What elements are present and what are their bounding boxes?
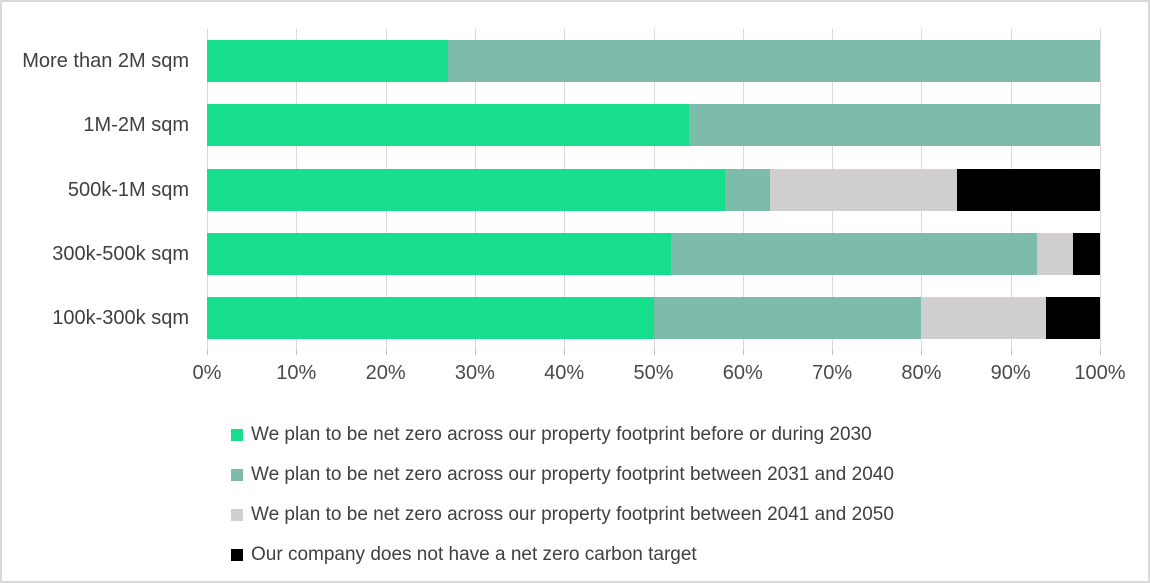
bar-segment	[448, 40, 1100, 83]
legend-item: We plan to be net zero across our proper…	[231, 455, 894, 495]
bar-segment	[653, 296, 922, 339]
bar-row	[207, 296, 1100, 339]
legend-swatch-icon	[231, 509, 243, 521]
axis-tick-mark	[1010, 350, 1012, 355]
legend-swatch-icon	[231, 469, 243, 481]
legend-swatch-icon	[231, 429, 243, 441]
category-label: More than 2M sqm	[22, 50, 189, 73]
bar-segment	[207, 296, 654, 339]
bar-row	[207, 40, 1100, 83]
bar-segment	[1073, 232, 1100, 275]
bar-segment	[1046, 296, 1100, 339]
legend-label: We plan to be net zero across our proper…	[251, 504, 894, 525]
axis-tick-mark	[564, 350, 566, 355]
bar-segment	[207, 232, 672, 275]
axis-tick-mark	[1100, 350, 1101, 355]
axis-tick-mark	[832, 350, 834, 355]
x-axis-tick-label: 70%	[812, 362, 853, 384]
bar-segment	[724, 168, 770, 211]
category-label: 100k-300k sqm	[52, 306, 189, 329]
legend-label: We plan to be net zero across our proper…	[251, 464, 894, 485]
x-axis-tick-label: 90%	[990, 362, 1031, 384]
gridline	[1100, 29, 1101, 350]
axis-tick-mark	[921, 350, 923, 355]
axis-tick-mark	[742, 350, 744, 355]
legend-item: We plan to be net zero across our proper…	[231, 495, 894, 535]
x-axis-tick-label: 40%	[544, 362, 585, 384]
axis-tick-mark	[207, 350, 208, 355]
plot-area	[207, 29, 1101, 355]
legend-label: Our company does not have a net zero car…	[251, 544, 697, 565]
axis-tick-mark	[653, 350, 655, 355]
axis-tick-mark	[385, 350, 387, 355]
axis-tick-mark	[474, 350, 476, 355]
axis-tick-mark	[296, 350, 298, 355]
bar-row	[207, 104, 1100, 147]
x-axis-tick-label: 60%	[722, 362, 763, 384]
bar-segment	[207, 40, 449, 83]
category-label: 300k-500k sqm	[52, 242, 189, 265]
legend-swatch-icon	[231, 549, 243, 561]
category-label: 1M-2M sqm	[83, 114, 189, 137]
x-axis-tick-label: 10%	[276, 362, 317, 384]
x-axis-tick-label: 20%	[365, 362, 406, 384]
legend: We plan to be net zero across our proper…	[231, 415, 894, 575]
category-label: 500k-1M sqm	[67, 178, 189, 201]
x-axis-tick-label: 80%	[901, 362, 942, 384]
bar-segment	[207, 168, 725, 211]
x-axis-tick-label: 0%	[192, 362, 222, 384]
legend-item: Our company does not have a net zero car…	[231, 535, 894, 575]
bar-segment	[1037, 232, 1074, 275]
bar-segment	[921, 296, 1047, 339]
legend-item: We plan to be net zero across our proper…	[231, 415, 894, 455]
bar-row	[207, 232, 1100, 275]
bar-segment	[957, 168, 1100, 211]
x-axis-tick-label: 50%	[633, 362, 674, 384]
bar-segment	[207, 104, 690, 147]
x-axis-tick-label: 100%	[1074, 362, 1126, 384]
bar-segment	[769, 168, 958, 211]
bar-row	[207, 168, 1100, 211]
bar-segment	[671, 232, 1038, 275]
bar-segment	[689, 104, 1100, 147]
legend-label: We plan to be net zero across our proper…	[251, 424, 872, 445]
x-axis-tick-label: 30%	[454, 362, 495, 384]
